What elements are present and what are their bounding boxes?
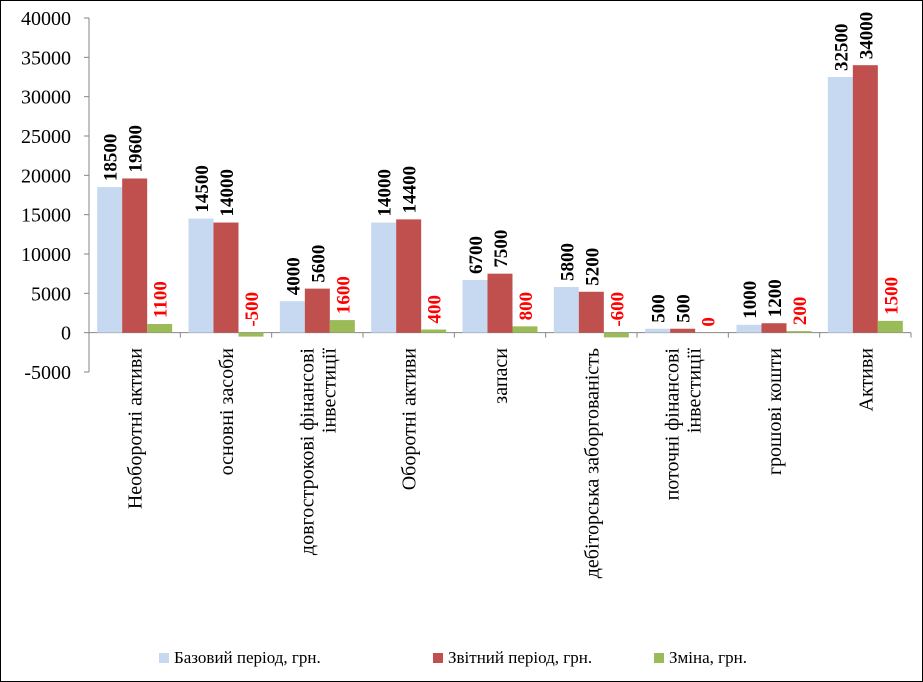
y-tick-label: 10000 <box>21 244 71 266</box>
chart-legend: Базовий період, грн. Звітний період, грн.… <box>159 648 747 667</box>
bar <box>877 320 903 333</box>
bar <box>396 219 422 333</box>
y-tick-label: 25000 <box>21 126 71 148</box>
data-label: 800 <box>516 292 537 321</box>
bar <box>670 328 696 333</box>
data-label: 0 <box>699 317 720 327</box>
bar <box>761 323 787 333</box>
category-label: основні засоби <box>216 348 238 476</box>
y-tick-label: 35000 <box>21 47 71 69</box>
bar <box>421 329 447 333</box>
data-label: 14000 <box>375 169 396 217</box>
bar <box>553 287 579 333</box>
category-label: інвестиції <box>684 348 706 434</box>
category-label: Оборотні активи <box>399 348 421 491</box>
bar <box>329 320 355 333</box>
data-label: 7500 <box>491 230 512 268</box>
data-label: -500 <box>242 292 263 327</box>
data-label: 14400 <box>400 166 421 214</box>
bar <box>512 326 538 333</box>
bar <box>213 222 239 333</box>
data-label: 32500 <box>831 24 852 72</box>
data-label: 1100 <box>151 281 172 318</box>
category-label: інвестиції <box>318 348 340 434</box>
y-tick-label: 30000 <box>21 87 71 109</box>
category-label: запаси <box>490 348 512 404</box>
data-label: 500 <box>649 294 670 323</box>
data-label: 14000 <box>217 169 238 217</box>
bar <box>97 187 123 333</box>
data-label: 5600 <box>308 245 329 283</box>
legend-swatch <box>433 653 443 663</box>
legend-swatch <box>654 653 664 663</box>
bar <box>147 324 173 333</box>
chart-axes: 4000035000300002500020000150001000050000… <box>21 8 912 384</box>
chart-category-labels: Необоротні активи основні засоби довгостро… <box>125 348 878 579</box>
legend-entry: Звітний період, грн. <box>448 648 592 667</box>
bar <box>578 291 604 333</box>
data-label: 34000 <box>856 12 877 60</box>
data-label: 5200 <box>582 248 603 286</box>
y-tick-label: 0 <box>61 323 71 345</box>
bar <box>827 77 853 333</box>
y-tick-label: 20000 <box>21 165 71 187</box>
category-label: Активи <box>855 348 877 412</box>
legend-entry: Зміна, грн. <box>669 648 747 667</box>
bar <box>188 218 214 333</box>
y-tick-label: -5000 <box>24 362 71 384</box>
data-label: 1600 <box>333 276 354 314</box>
data-label: 1500 <box>881 277 902 315</box>
bar <box>603 332 629 338</box>
bar <box>304 288 330 333</box>
data-label: -600 <box>607 292 628 327</box>
category-label: дебіторська заборгованість <box>581 348 603 578</box>
data-label: 18500 <box>101 134 122 182</box>
data-label: 19600 <box>126 125 147 173</box>
category-label: грошові кошти <box>764 348 786 475</box>
bar <box>238 332 264 337</box>
data-label: 400 <box>425 295 446 324</box>
category-label: поточні фінансові <box>662 348 684 501</box>
legend-entry: Базовий період, грн. <box>174 648 321 667</box>
bar <box>786 331 812 333</box>
bar <box>122 178 148 333</box>
y-tick-label: 5000 <box>31 283 71 305</box>
bar <box>852 65 878 333</box>
bar <box>462 279 488 333</box>
data-label: 5800 <box>557 243 578 281</box>
legend-swatch <box>159 653 169 663</box>
data-label: 500 <box>674 294 695 323</box>
chart-bars <box>97 65 903 338</box>
data-label: 14500 <box>192 165 213 213</box>
data-label: 4000 <box>283 257 304 295</box>
data-label: 1200 <box>765 279 786 317</box>
y-tick-label: 15000 <box>21 205 71 227</box>
data-label: 6700 <box>466 236 487 274</box>
bar <box>645 328 671 333</box>
data-label: 1000 <box>740 281 761 319</box>
bar <box>371 222 397 333</box>
bar <box>736 324 762 333</box>
bar <box>487 273 513 333</box>
category-label: довгострокові фінансові <box>296 348 318 556</box>
y-tick-label: 40000 <box>21 8 71 30</box>
category-label: Необоротні активи <box>125 348 147 509</box>
bar <box>279 301 305 333</box>
data-label: 200 <box>790 297 811 326</box>
